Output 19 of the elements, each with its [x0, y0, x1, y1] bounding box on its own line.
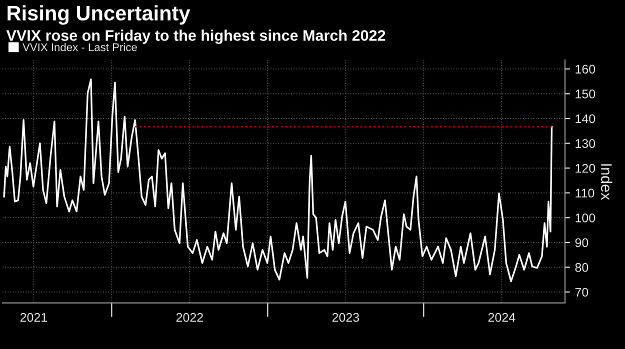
y-axis-title: Index	[601, 164, 612, 200]
y-tick-label: 150	[576, 90, 596, 98]
chart-title: Rising Uncertainty	[8, 5, 190, 25]
legend-label: VVIX Index - Last Price	[22, 43, 137, 52]
y-tick-label: 100	[576, 213, 596, 222]
y-tick-label: 130	[576, 139, 596, 148]
line-series	[3, 78, 553, 282]
chart-subtitle: VVIX rose on Friday to the highest since March 2022	[6, 30, 386, 44]
y-tick-label: 120	[576, 164, 596, 173]
x-tick-label: 2024	[488, 312, 516, 322]
y-tick-label: 80	[575, 263, 588, 272]
y-tick-label: 110	[576, 188, 594, 198]
y-tick-label: 90	[575, 238, 588, 248]
y-tick-label: 140	[576, 114, 596, 124]
y-tick-label: 70	[575, 288, 588, 297]
x-tick-label: 2023	[332, 312, 360, 322]
x-tick-label: 2022	[176, 312, 203, 322]
y-tick-label: 160	[576, 64, 596, 74]
x-tick-label: 2021	[20, 312, 47, 322]
